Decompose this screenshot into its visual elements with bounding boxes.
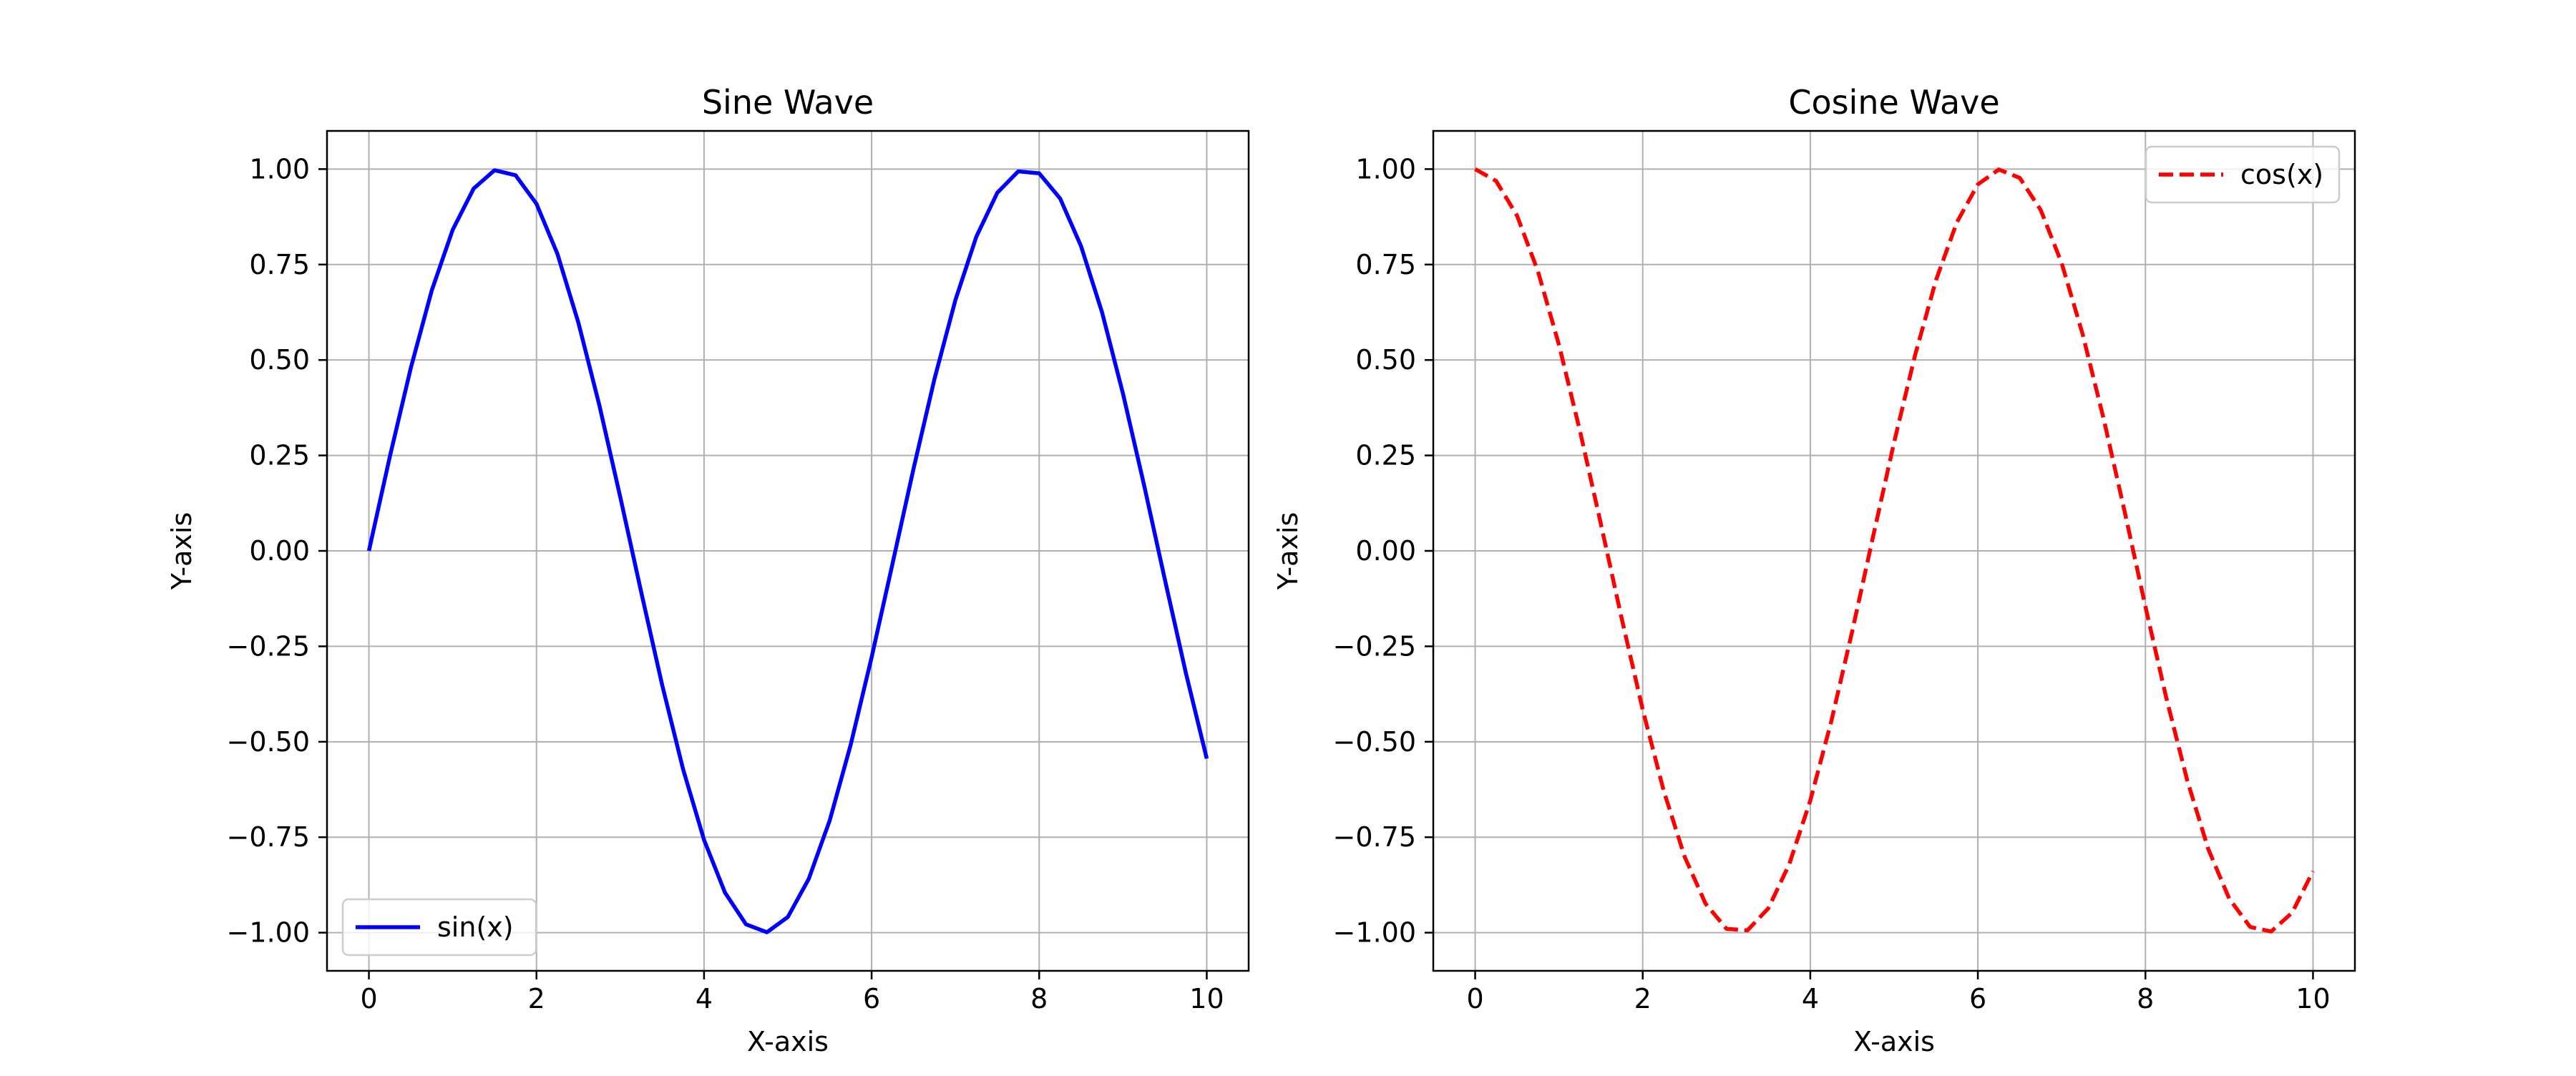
cosine-y-tick-label: −0.75 xyxy=(1333,821,1416,853)
sine-y-tick-label: 0.50 xyxy=(249,344,310,376)
sine-legend: sin(x) xyxy=(341,898,537,957)
sine-x-tick-label: 2 xyxy=(528,983,545,1014)
sine-x-tick-label: 10 xyxy=(1189,983,1224,1014)
cosine-legend: cos(x) xyxy=(2145,145,2341,204)
sine-y-tick-label: 0.00 xyxy=(249,535,310,567)
cosine-y-tick-label: 0.00 xyxy=(1355,535,1416,567)
cosine-x-tick-label: 10 xyxy=(2296,983,2330,1014)
sine-y-tick-label: −0.25 xyxy=(227,630,310,662)
sine-chart-title: Sine Wave xyxy=(702,83,874,122)
cosine-x-tick-label: 4 xyxy=(1802,983,1819,1014)
plot-cosine-wave: 0 2 4 6 8 10 1.00 0.75 0.50 0.25 0.00 −0.25 −0.50 −0.… xyxy=(1272,83,2356,1057)
sine-y-tick-label: −1.00 xyxy=(227,917,310,949)
cosine-x-tick-label: 6 xyxy=(1969,983,1986,1014)
cosine-x-tick-label: 0 xyxy=(1466,983,1483,1014)
sine-y-axis-label: Y-axis xyxy=(166,512,197,591)
sine-y-tick-label: 0.75 xyxy=(249,249,310,280)
cosine-y-tick-label: −0.25 xyxy=(1333,630,1416,662)
plot-sine-wave: 0 2 4 6 8 10 1.00 0.75 0.50 0.25 0.00 −0.25 −0.50 −0.… xyxy=(166,83,1250,1057)
cosine-x-tick-label: 8 xyxy=(2137,983,2154,1014)
sine-legend-box xyxy=(341,898,537,957)
sine-y-tick-label: −0.75 xyxy=(227,821,310,853)
cosine-y-tick-label: 0.50 xyxy=(1355,344,1416,376)
sine-x-tick-label: 0 xyxy=(360,983,377,1014)
cosine-y-tick-label: 0.25 xyxy=(1355,440,1416,471)
sine-y-tick-label: −0.50 xyxy=(227,726,310,758)
sine-legend-label: sin(x) xyxy=(437,911,514,943)
sine-x-tick-label: 6 xyxy=(863,983,880,1014)
cosine-y-tick-label: 1.00 xyxy=(1355,153,1416,185)
sine-x-axis-label: X-axis xyxy=(747,1026,829,1057)
cosine-y-tick-label: −1.00 xyxy=(1333,917,1416,949)
cosine-y-axis-label: Y-axis xyxy=(1272,512,1304,591)
sine-x-tick-label: 4 xyxy=(696,983,713,1014)
cosine-x-tick-label: 2 xyxy=(1634,983,1652,1014)
cosine-x-axis-label: X-axis xyxy=(1853,1026,1935,1057)
cosine-y-tick-label: −0.50 xyxy=(1333,726,1416,758)
cosine-legend-box xyxy=(2145,145,2341,204)
cosine-series-line xyxy=(1474,167,2315,934)
cosine-legend-label: cos(x) xyxy=(2240,159,2323,190)
sine-x-tick-label: 8 xyxy=(1030,983,1048,1014)
sine-y-tick-label: 0.25 xyxy=(249,440,310,471)
cosine-chart-title: Cosine Wave xyxy=(1788,83,1999,122)
sine-y-tick-label: 1.00 xyxy=(249,153,310,185)
cosine-y-tick-label: 0.75 xyxy=(1355,249,1416,280)
sine-series-line xyxy=(366,168,1209,934)
